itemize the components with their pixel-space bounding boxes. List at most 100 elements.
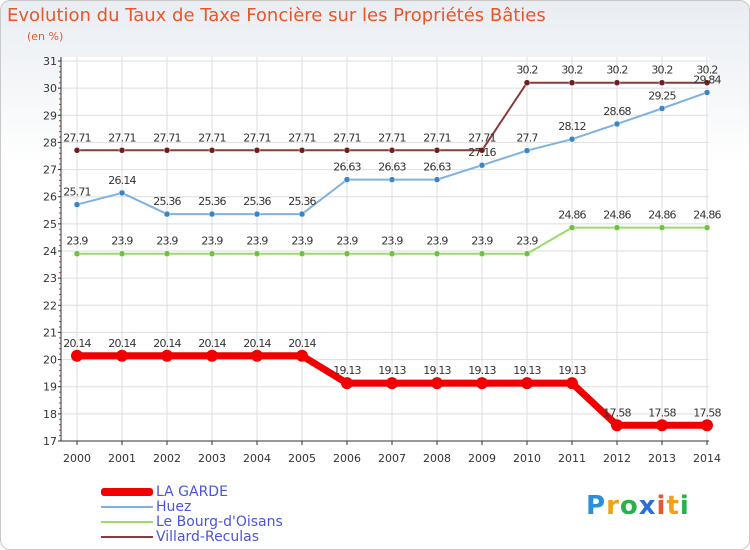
data-label-garde: 20.14 [108, 337, 136, 350]
data-label-bourg: 23.9 [156, 235, 178, 248]
data-label-huez: 26.63 [333, 161, 361, 174]
chart-unit: (en %) [27, 30, 64, 43]
data-point-villard [613, 79, 621, 86]
data-label-garde: 17.58 [693, 406, 721, 419]
legend-label-huez: Huez [156, 499, 192, 515]
data-label-huez: 26.63 [423, 161, 451, 174]
data-point-garde [431, 377, 443, 390]
y-tick-label: 25 [43, 218, 57, 231]
data-point-villard [388, 147, 396, 154]
data-point-huez [388, 176, 396, 183]
data-label-huez: 26.63 [378, 161, 406, 174]
plot-area [61, 57, 709, 441]
data-point-villard [523, 79, 531, 86]
x-tick-label: 2006 [333, 452, 361, 465]
data-point-huez [568, 135, 576, 143]
data-label-huez: 29.84 [693, 73, 721, 86]
data-point-villard [343, 147, 351, 154]
data-label-huez: 29.25 [648, 90, 676, 103]
data-point-huez [73, 201, 81, 208]
data-point-garde [611, 419, 623, 432]
data-label-bourg: 23.9 [246, 235, 268, 248]
x-tick-label: 2009 [468, 452, 496, 465]
data-point-villard [118, 147, 126, 154]
y-tick-label: 27 [43, 164, 57, 177]
data-label-bourg: 23.9 [291, 235, 313, 248]
data-point-villard [208, 147, 216, 154]
x-tick-label: 2005 [288, 452, 316, 465]
data-label-bourg: 24.86 [693, 209, 721, 222]
data-point-bourg [523, 250, 531, 257]
data-label-bourg: 23.9 [516, 235, 538, 248]
data-point-huez [433, 176, 441, 183]
data-label-garde: 19.13 [378, 364, 406, 377]
data-point-villard [163, 147, 171, 154]
data-label-garde: 19.13 [423, 364, 451, 377]
data-point-garde [341, 377, 353, 390]
data-label-bourg: 23.9 [66, 235, 88, 248]
data-label-garde: 19.13 [333, 364, 361, 377]
data-point-bourg [118, 250, 126, 257]
data-point-bourg [253, 250, 261, 257]
x-tick-label: 2008 [423, 452, 451, 465]
data-label-huez: 25.36 [288, 195, 316, 208]
data-point-villard [658, 79, 666, 86]
legend-label-bourg: Le Bourg-d'Oisans [156, 514, 283, 530]
data-label-bourg: 23.9 [471, 235, 493, 248]
y-tick-label: 19 [43, 381, 57, 394]
legend-swatch-huez [101, 506, 153, 508]
data-label-villard: 27.71 [468, 131, 496, 144]
data-point-huez [658, 105, 666, 112]
data-point-bourg [478, 250, 486, 257]
data-point-garde [296, 349, 308, 362]
data-label-bourg: 23.9 [426, 235, 448, 248]
data-label-huez: 27.7 [516, 132, 538, 145]
data-label-huez: 25.36 [198, 195, 226, 208]
data-label-garde: 20.14 [243, 337, 271, 350]
data-point-villard [73, 147, 81, 154]
data-label-garde: 20.14 [153, 337, 181, 350]
data-point-bourg [433, 250, 441, 257]
legend-swatch-garde [101, 488, 153, 496]
y-tick-label: 24 [43, 245, 57, 258]
x-tick-label: 2004 [243, 452, 271, 465]
data-point-huez [478, 161, 486, 169]
data-label-bourg: 24.86 [558, 209, 586, 222]
data-point-huez [613, 120, 621, 128]
data-label-garde: 17.58 [603, 406, 631, 419]
data-point-villard [433, 147, 441, 154]
x-tick-label: 2011 [558, 452, 586, 465]
y-tick-label: 26 [43, 191, 57, 204]
data-label-villard: 27.71 [378, 131, 406, 144]
data-point-huez [523, 147, 531, 154]
data-label-bourg: 24.86 [603, 209, 631, 222]
data-label-villard: 27.71 [108, 131, 136, 144]
data-point-garde [476, 377, 488, 390]
data-point-bourg [613, 224, 621, 231]
data-label-villard: 30.2 [651, 64, 672, 77]
legend-swatch-villard [101, 536, 153, 538]
data-label-villard: 27.71 [198, 131, 226, 144]
data-label-huez: 25.36 [153, 195, 181, 208]
y-tick-label: 20 [43, 354, 57, 367]
data-point-garde [206, 349, 218, 362]
x-tick-label: 2007 [378, 452, 406, 465]
data-label-bourg: 23.9 [111, 235, 133, 248]
y-tick-label: 18 [43, 408, 57, 421]
data-label-bourg: 23.9 [201, 235, 223, 248]
data-point-villard [253, 147, 261, 154]
data-label-garde: 20.14 [288, 337, 316, 350]
data-label-huez: 25.71 [63, 186, 91, 199]
legend-label-villard: Villard-Reculas [156, 529, 260, 545]
data-label-villard: 30.2 [696, 64, 717, 77]
data-label-garde: 19.13 [513, 364, 541, 377]
data-point-huez [343, 176, 351, 183]
data-point-villard [298, 147, 306, 154]
legend-label-garde: LA GARDE [156, 484, 228, 500]
x-tick-label: 2010 [513, 452, 541, 465]
data-point-garde [386, 377, 398, 390]
logo-text: Proxiti [586, 491, 690, 521]
data-point-bourg [703, 224, 711, 231]
